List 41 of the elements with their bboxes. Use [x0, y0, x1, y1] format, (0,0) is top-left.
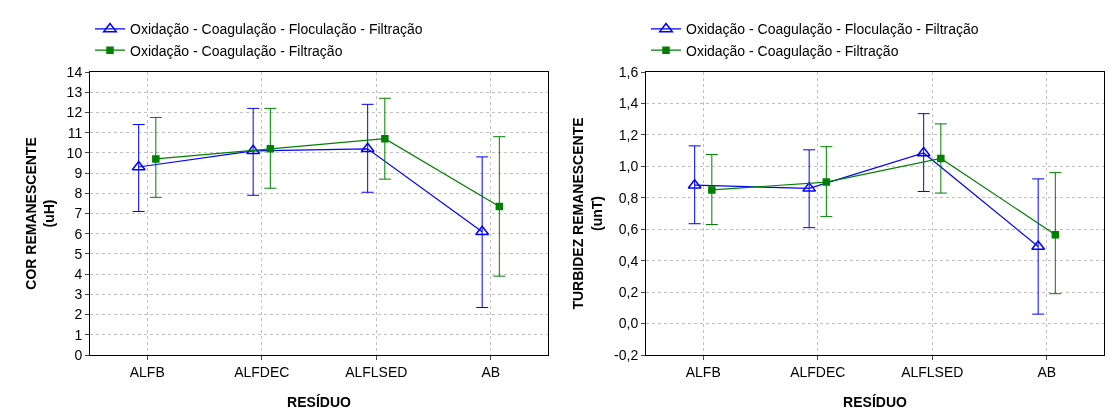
- legend-label: Oxidação - Coagulação - Filtração: [130, 42, 343, 59]
- y-tick-label: 0,2: [618, 284, 639, 301]
- y-tick-label: 11: [67, 124, 83, 141]
- y-tick-label: 1,6: [618, 63, 639, 80]
- y-tick-label: 1: [74, 326, 83, 343]
- y-tick-label: 4: [74, 266, 83, 283]
- x-tick-label: ALFB: [685, 363, 721, 380]
- y-tick-label: 1,0: [618, 158, 639, 175]
- y-tick-label: 1,4: [618, 95, 639, 112]
- y-tick-label: 5: [74, 245, 83, 262]
- x-tick-label: AB: [481, 363, 501, 380]
- y-tick-label: 0: [74, 346, 83, 363]
- y-tick-label: 0,0: [618, 315, 639, 332]
- x-tick-label: ALFB: [129, 363, 165, 380]
- y-tick-label: 6: [74, 225, 83, 242]
- x-tick-label: ALFLSED: [345, 363, 408, 380]
- y-tick-label: 0,4: [618, 252, 639, 269]
- y-tick-label: 9: [74, 164, 83, 181]
- y-tick-label: 7: [74, 205, 83, 222]
- x-tick-label: ALFDEC: [790, 363, 846, 380]
- y-tick-label: 14: [66, 63, 83, 80]
- y-tick-label: 8: [74, 185, 83, 202]
- y-tick-label: 0,8: [618, 189, 639, 206]
- y-tick-label: 0,6: [618, 221, 639, 238]
- y-axis-title: COR REMANESCENTE (uH): [23, 137, 58, 290]
- y-tick-label: 3: [74, 286, 83, 303]
- y-axis-title: TURBIDEZ REMANESCENTE (unT): [570, 117, 605, 310]
- x-tick-label: ALFLSED: [901, 363, 964, 380]
- y-tick-label: 12: [66, 104, 83, 121]
- x-axis-title: RESÍDUO: [287, 394, 351, 410]
- x-tick-label: AB: [1037, 363, 1057, 380]
- y-tick-label: 2: [74, 306, 83, 323]
- legend-label: Oxidação - Coagulação - Floculação - Filtração: [130, 21, 423, 38]
- x-tick-label: ALFDEC: [234, 363, 290, 380]
- legend-label: Oxidação - Coagulação - Filtração: [686, 42, 899, 59]
- y-tick-label: 1,2: [618, 126, 639, 143]
- y-tick-label: 13: [66, 84, 83, 101]
- y-tick-label: -0,2: [614, 346, 639, 363]
- x-axis-title: RESÍDUO: [843, 394, 907, 410]
- legend-label: Oxidação - Coagulação - Floculação - Filtração: [686, 21, 979, 38]
- y-tick-label: 10: [66, 144, 83, 161]
